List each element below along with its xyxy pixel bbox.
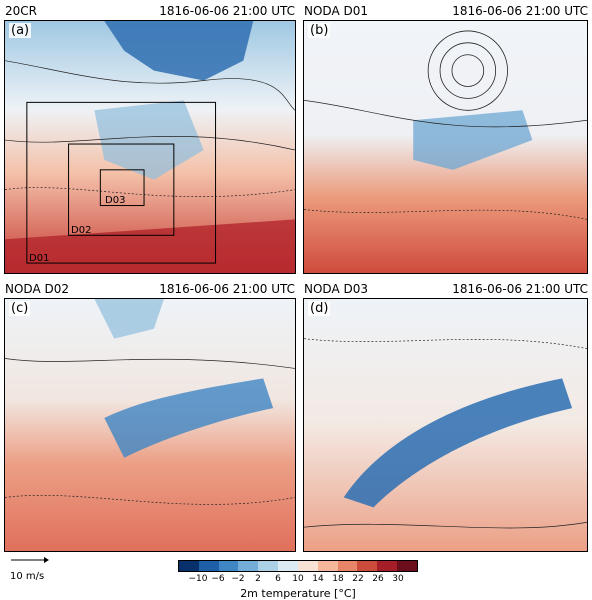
panel-b-time: 1816-06-06 21:00 UTC xyxy=(452,4,588,18)
map-d-graphic xyxy=(304,299,587,551)
colorbar-segment xyxy=(218,561,239,571)
panel-d-title: NODA D03 xyxy=(304,282,368,296)
map-panel-d: (d) xyxy=(303,298,588,552)
wind-reference-label: 10 m/s xyxy=(10,571,45,582)
colorbar-segment xyxy=(238,561,259,571)
colorbar-segment xyxy=(397,561,417,571)
colorbar-tick-label: 14 xyxy=(312,574,324,584)
panel-d-letter: (d) xyxy=(308,301,331,316)
colorbar-segment xyxy=(179,561,199,571)
colorbar-ticks: −10 −6 −2 2 6 10 14 18 22 26 30 xyxy=(178,560,418,586)
colorbar-tick-label: 30 xyxy=(392,574,404,584)
colorbar-segment xyxy=(198,561,219,571)
panel-a-title: 20CR xyxy=(5,4,37,18)
colorbar-tick-label: 22 xyxy=(352,574,364,584)
panel-b-title: NODA D01 xyxy=(304,4,368,18)
colorbar-tick-label: 6 xyxy=(275,574,281,584)
panel-c-letter: (c) xyxy=(9,301,31,316)
colorbar-segment xyxy=(317,561,338,571)
colorbar-segment xyxy=(337,561,358,571)
colorbar-tick-label: 26 xyxy=(372,574,384,584)
map-panel-a: (a) D03 D02 D01 xyxy=(4,20,296,274)
panel-d-time: 1816-06-06 21:00 UTC xyxy=(452,282,588,296)
colorbar-segment xyxy=(357,561,378,571)
map-b-graphic xyxy=(304,21,587,273)
colorbar-tick-label: −2 xyxy=(231,574,245,584)
panel-a-letter: (a) xyxy=(9,23,32,38)
panel-b-letter: (b) xyxy=(308,23,331,38)
map-panel-c: (c) xyxy=(4,298,296,552)
panel-c-title: NODA D02 xyxy=(5,282,69,296)
colorbar-segment xyxy=(258,561,279,571)
panel-a-time: 1816-06-06 21:00 UTC xyxy=(159,4,295,18)
colorbar-bar xyxy=(178,560,418,572)
colorbar-tick-label: 18 xyxy=(332,574,344,584)
colorbar-segment xyxy=(297,561,318,571)
domain-label-d02: D02 xyxy=(71,225,92,236)
domain-label-d03: D03 xyxy=(105,195,126,206)
colorbar-segment xyxy=(377,561,398,571)
wind-reference-arrow-icon xyxy=(11,557,49,563)
colorbar-label: 2m temperature [°C] xyxy=(240,587,356,600)
colorbar-tick-label: 10 xyxy=(292,574,304,584)
colorbar-tick-label: −10 xyxy=(188,574,208,584)
panel-c-time: 1816-06-06 21:00 UTC xyxy=(159,282,295,296)
colorbar: −10 −6 −2 2 6 10 14 18 22 26 30 2m temperature [°C… xyxy=(178,560,418,600)
colorbar-segment xyxy=(278,561,298,571)
colorbar-tick-label: 2 xyxy=(255,574,261,584)
domain-label-d01: D01 xyxy=(29,253,50,264)
map-panel-b: (b) xyxy=(303,20,588,274)
colorbar-tick-label: −6 xyxy=(211,574,225,584)
map-c-graphic xyxy=(5,299,295,551)
wind-reference-legend: 10 m/s xyxy=(10,556,70,586)
map-a-graphic xyxy=(5,21,295,273)
